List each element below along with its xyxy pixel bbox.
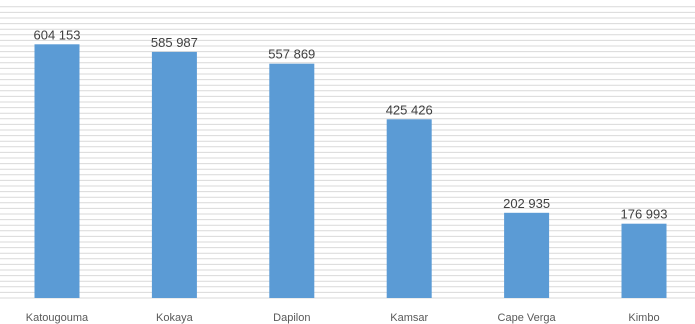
bar-kamsar: [386, 119, 432, 298]
x-tick-label: Kokaya: [156, 312, 194, 324]
bar-kokaya: [151, 51, 197, 299]
bar-katougouma: [34, 44, 80, 298]
bar-dapilon: [269, 63, 315, 299]
data-label: 202 935: [503, 196, 550, 211]
data-label: 604 153: [34, 27, 81, 42]
data-label: 585 987: [151, 35, 198, 50]
gridlines: [0, 6, 695, 299]
x-axis-tick-labels: Katougouma Kokaya Dapilon Kamsar Cape Verga K…: [26, 312, 660, 324]
data-label: 425 426: [386, 102, 433, 117]
bar-kimbo: [621, 223, 667, 298]
data-label: 557 869: [268, 47, 315, 62]
x-tick-label: Katougouma: [26, 312, 89, 324]
x-tick-label: Dapilon: [273, 312, 310, 324]
x-tick-label: Kimbo: [628, 312, 659, 324]
x-tick-label: Kamsar: [390, 312, 428, 324]
x-tick-label: Cape Verga: [498, 312, 557, 324]
data-labels: 604 153 585 987 557 869 425 426 202 935 176 9…: [34, 27, 668, 221]
bars: [34, 44, 667, 299]
bar-cape-verga: [504, 212, 550, 298]
data-label: 176 993: [621, 207, 668, 222]
